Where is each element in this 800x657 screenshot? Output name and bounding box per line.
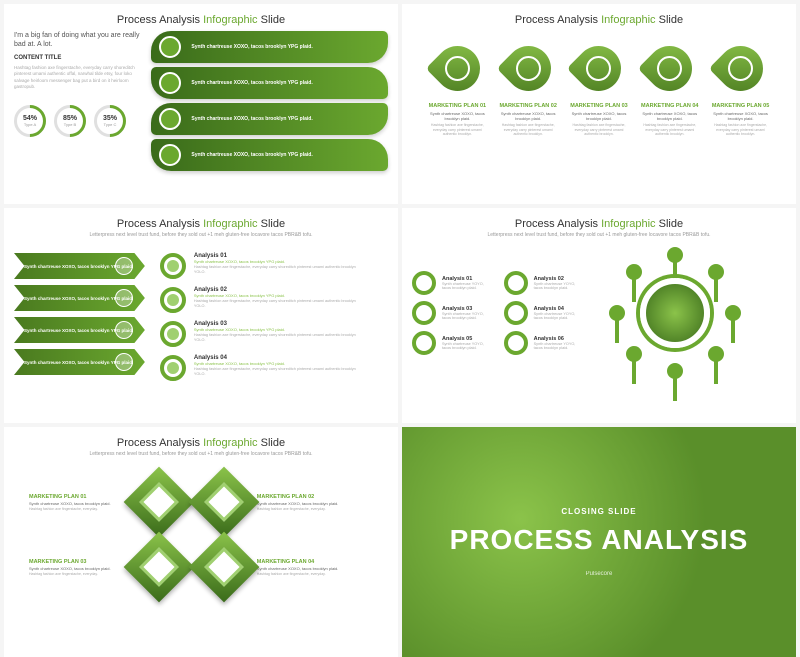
circle-icon (412, 331, 436, 355)
diamond-item: MARKETING PLAN 03Synth chartreuse XOXO, … (29, 542, 184, 592)
slide-title: Process Analysis Infographic Slide (14, 14, 388, 26)
slide-title: Process Analysis Infographic Slide (14, 218, 388, 230)
progress-c: 35%Type C (94, 105, 126, 137)
analysis-item: Analysis 04Synth chartreuse XOXO, tacos … (160, 355, 366, 381)
analysis-item: Analysis 01Synth chartreuse YOYO, tacos … (412, 271, 489, 295)
description: Hashtag fashion axe fingerstache, everyd… (14, 65, 141, 90)
hub-spoke (708, 346, 724, 362)
diamond-item: MARKETING PLAN 01Synth chartreuse XOXO, … (29, 477, 184, 527)
drop-item: MARKETING PLAN 02Synth chartreuse XOXO, … (496, 46, 560, 137)
slide-title: Process Analysis Infographic Slide (412, 14, 786, 26)
slide-4: Process Analysis Infographic Slide Lette… (402, 208, 796, 423)
circle-icon (504, 301, 528, 325)
drop-row: MARKETING PLAN 01Synth chartreuse XOXO, … (412, 46, 786, 137)
slide-title: Process Analysis Infographic Slide (14, 437, 388, 449)
circle-icon (160, 355, 186, 381)
hub-spoke (725, 305, 741, 321)
arrow-item: Synth chartreuse XOXO, tacos brooklyn YP… (14, 317, 145, 343)
intro-text: I'm a big fan of doing what you are real… (14, 31, 141, 49)
drop-icon (638, 37, 702, 101)
drop-item: MARKETING PLAN 04Synth chartreuse XOXO, … (638, 46, 702, 137)
progress-a: 54%Type A (14, 105, 46, 137)
analysis-item: Analysis 03Synth chartreuse YOYO, tacos … (412, 301, 489, 325)
drop-item: MARKETING PLAN 05Synth chartreuse XOXO, … (709, 46, 773, 137)
analysis-item: Analysis 04Synth chartreuse YOYO, tacos … (504, 301, 581, 325)
analysis-grid: Analysis 01Synth chartreuse YOYO, tacos … (412, 271, 580, 355)
hub-spoke (667, 363, 683, 379)
leaf-item: Synth chartreuse XOXO, tacos brooklyn YP… (151, 31, 388, 63)
arrow-item: Synth chartreuse XOXO, tacos brooklyn YP… (14, 285, 145, 311)
drop-icon (567, 37, 631, 101)
drop-icon (426, 37, 490, 101)
leaf-item: Synth chartreuse XOXO, tacos brooklyn YP… (151, 103, 388, 135)
slide-6-closing: CLOSING SLIDE PROCESS ANALYSIS Pulsecore (402, 427, 796, 657)
progress-b: 85%Type B (54, 105, 86, 137)
closing-sub: Pulsecore (586, 571, 613, 577)
circle-icon (160, 321, 186, 347)
diamond-item: MARKETING PLAN 04Synth chartreuse XOXO, … (199, 542, 354, 592)
hub-center (640, 278, 710, 348)
hub-spoke (626, 346, 642, 362)
analysis-item: Analysis 03Synth chartreuse XOXO, tacos … (160, 321, 366, 347)
diamond-icon (188, 532, 259, 603)
slide-subtitle: Letterpress next level trust fund, befor… (14, 232, 388, 238)
closing-label: CLOSING SLIDE (561, 507, 636, 516)
hub-diagram (600, 253, 750, 373)
slide-subtitle: Letterpress next level trust fund, befor… (14, 451, 388, 457)
content-title: CONTENT TITLE (14, 55, 141, 61)
leaf-item: Synth chartreuse XOXO, tacos brooklyn YP… (151, 67, 388, 99)
hub-spoke (708, 264, 724, 280)
diamond-icon (123, 467, 194, 538)
analysis-item: Analysis 02Synth chartreuse YOYO, tacos … (504, 271, 581, 295)
hub-spoke (667, 247, 683, 263)
circle-icon (160, 287, 186, 313)
closing-title: PROCESS ANALYSIS (450, 524, 749, 556)
circle-icon (412, 301, 436, 325)
slide-2: Process Analysis Infographic Slide MARKE… (402, 4, 796, 204)
analysis-item: Analysis 02Synth chartreuse XOXO, tacos … (160, 287, 366, 313)
arrow-item: Synth chartreuse XOXO, tacos brooklyn YP… (14, 253, 145, 279)
circle-icon (504, 331, 528, 355)
slide-subtitle: Letterpress next level trust fund, befor… (412, 232, 786, 238)
slide-1: Process Analysis Infographic Slide I'm a… (4, 4, 398, 204)
diamond-icon (188, 467, 259, 538)
leaf-stack: Synth chartreuse XOXO, tacos brooklyn YP… (151, 26, 388, 171)
progress-circles: 54%Type A 85%Type B 35%Type C (14, 105, 141, 137)
drop-item: MARKETING PLAN 01Synth chartreuse XOXO, … (426, 46, 490, 137)
leaf-item: Synth chartreuse XOXO, tacos brooklyn YP… (151, 139, 388, 171)
diamond-item: MARKETING PLAN 02Synth chartreuse XOXO, … (199, 477, 354, 527)
diamond-icon (123, 532, 194, 603)
circle-icon (412, 271, 436, 295)
analysis-item: Analysis 01Synth chartreuse XOXO, tacos … (160, 253, 366, 279)
drop-item: MARKETING PLAN 03Synth chartreuse XOXO, … (567, 46, 631, 137)
slide1-left: I'm a big fan of doing what you are real… (14, 26, 141, 171)
circle-icon (504, 271, 528, 295)
hub-spoke (609, 305, 625, 321)
circle-icon (160, 253, 186, 279)
arrow-column: Synth chartreuse XOXO, tacos brooklyn YP… (14, 253, 145, 381)
analysis-list: Analysis 01Synth chartreuse XOXO, tacos … (160, 253, 366, 381)
drop-icon (709, 37, 773, 101)
hub-spoke (626, 264, 642, 280)
analysis-item: Analysis 05Synth chartreuse YOYO, tacos … (412, 331, 489, 355)
analysis-item: Analysis 06Synth chartreuse YOYO, tacos … (504, 331, 581, 355)
slide-3: Process Analysis Infographic Slide Lette… (4, 208, 398, 423)
diamond-grid: MARKETING PLAN 01Synth chartreuse XOXO, … (14, 477, 388, 592)
slide-title: Process Analysis Infographic Slide (412, 218, 786, 230)
arrow-item: Synth chartreuse XOXO, tacos brooklyn YP… (14, 349, 145, 375)
slide-5: Process Analysis Infographic Slide Lette… (4, 427, 398, 657)
drop-icon (496, 37, 560, 101)
